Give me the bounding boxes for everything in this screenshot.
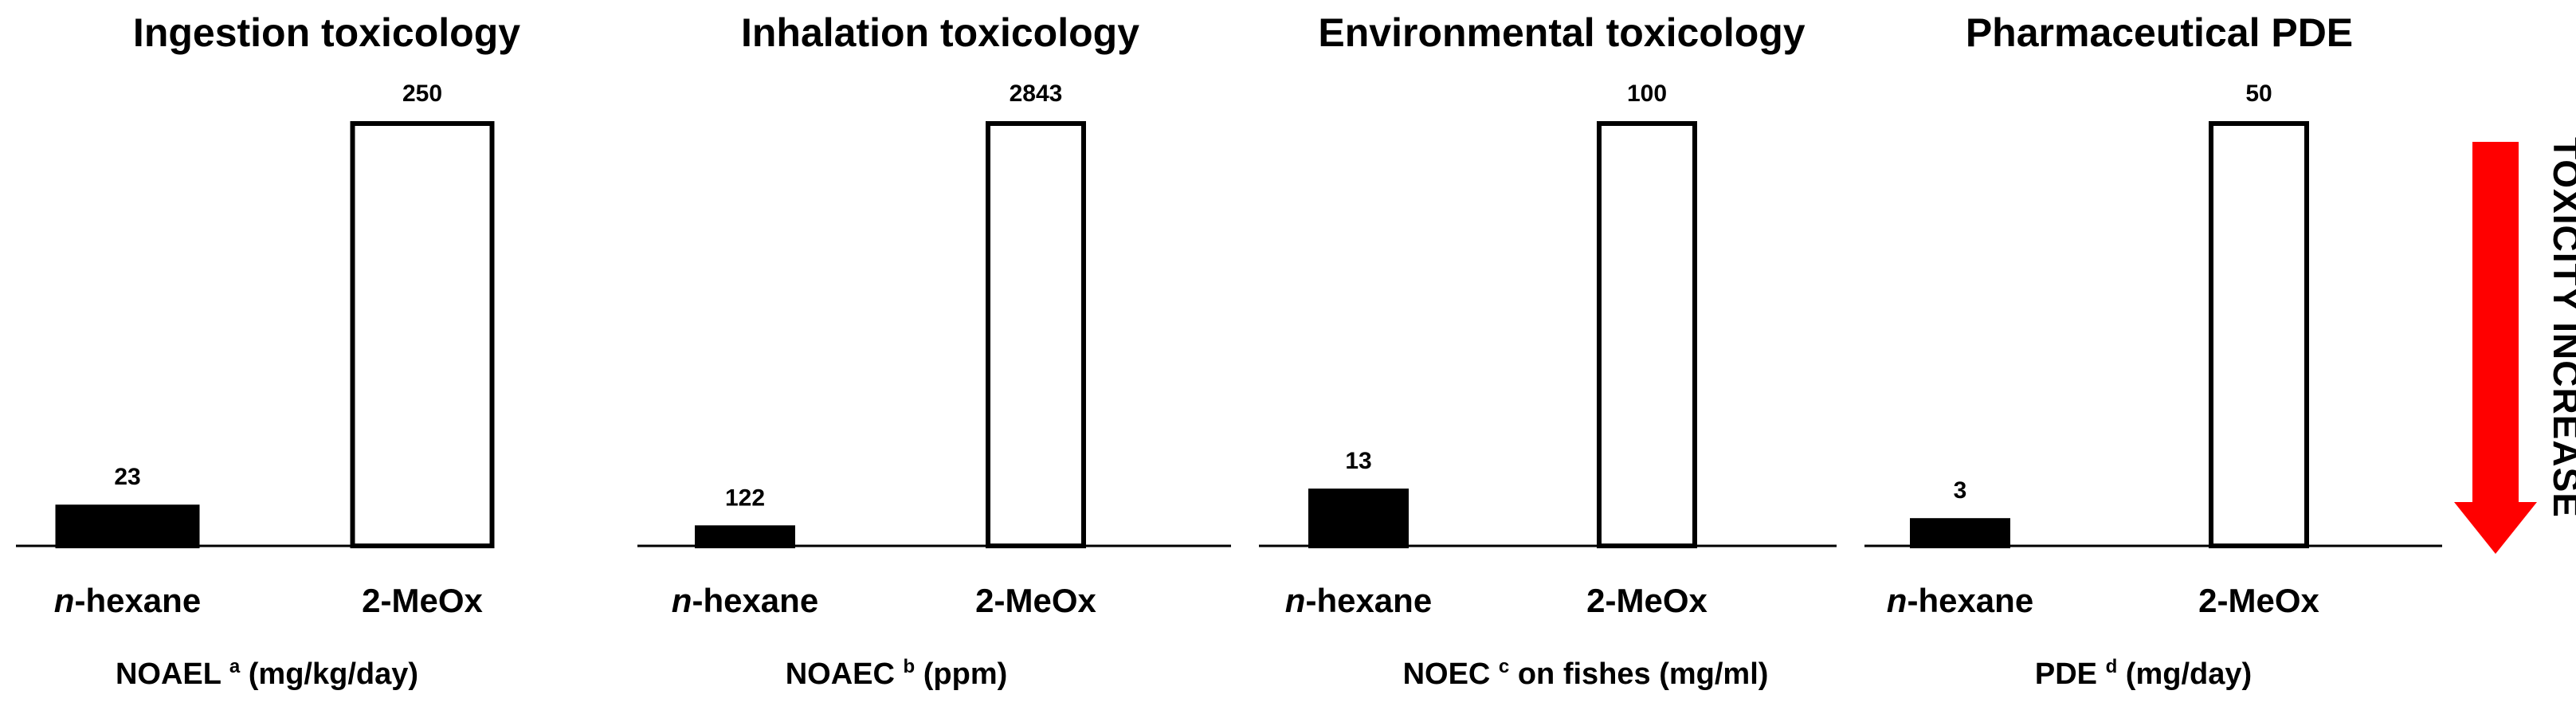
chart-panel-2: Inhalation toxicology 122 n-hexane 2843 2-Me… xyxy=(637,10,1231,691)
data-label: 2843 xyxy=(1010,80,1063,107)
category-label: 2-MeOx xyxy=(2198,582,2319,619)
metric-label: NOAEC b (ppm) xyxy=(786,656,1008,691)
bar-n-hexane xyxy=(1910,518,2010,549)
bar-2-meox xyxy=(2209,121,2309,548)
arrow-shaft xyxy=(2472,142,2519,502)
panel-title: Environmental toxicology xyxy=(1318,10,1805,55)
category-label: n-hexane xyxy=(54,582,201,619)
data-label: 100 xyxy=(1627,80,1667,107)
data-label: 23 xyxy=(114,464,140,490)
category-label: 2-MeOx xyxy=(362,582,483,619)
category-label: 2-MeOx xyxy=(1586,582,1708,619)
chart-panel-1: Ingestion toxicology 23 n-hexane 250 2-MeOx N… xyxy=(16,10,520,691)
data-label: 13 xyxy=(1345,448,1371,474)
bar-n-hexane xyxy=(1308,489,1409,548)
category-label: n-hexane xyxy=(672,582,818,619)
bar-n-hexane xyxy=(695,525,795,548)
bar-2-meox xyxy=(986,121,1086,548)
bar-n-hexane xyxy=(55,504,200,548)
panel-title: Inhalation toxicology xyxy=(741,10,1139,55)
metric-label: NOEC c on fishes (mg/ml) xyxy=(1403,656,1769,691)
panel-title: Ingestion toxicology xyxy=(133,10,520,55)
chart-panel-4: Pharmaceutical PDE 3 n-hexane 50 2-MeOx PDE d… xyxy=(1864,10,2442,691)
data-label: 3 xyxy=(1954,477,1967,504)
arrow-label: TOXICITY INCREASE xyxy=(2546,137,2576,518)
chart-panel-3: Environmental toxicology 13 n-hexane 100 2-M… xyxy=(1259,10,1837,691)
category-label: 2-MeOx xyxy=(975,582,1096,619)
data-label: 122 xyxy=(725,485,765,511)
data-label: 50 xyxy=(2245,80,2272,107)
category-label: n-hexane xyxy=(1285,582,1432,619)
data-label: 250 xyxy=(402,80,442,107)
bar-2-meox xyxy=(1597,121,1697,548)
metric-label: PDE d (mg/day) xyxy=(2035,656,2252,691)
category-label: n-hexane xyxy=(1887,582,2033,619)
bar-2-meox xyxy=(350,121,495,548)
arrow-head xyxy=(2454,502,2537,554)
metric-label: NOAEL a (mg/kg/day) xyxy=(116,656,418,691)
panel-title: Pharmaceutical PDE xyxy=(1966,10,2353,55)
toxicity-increase-arrow: TOXICITY INCREASE xyxy=(2454,137,2576,554)
